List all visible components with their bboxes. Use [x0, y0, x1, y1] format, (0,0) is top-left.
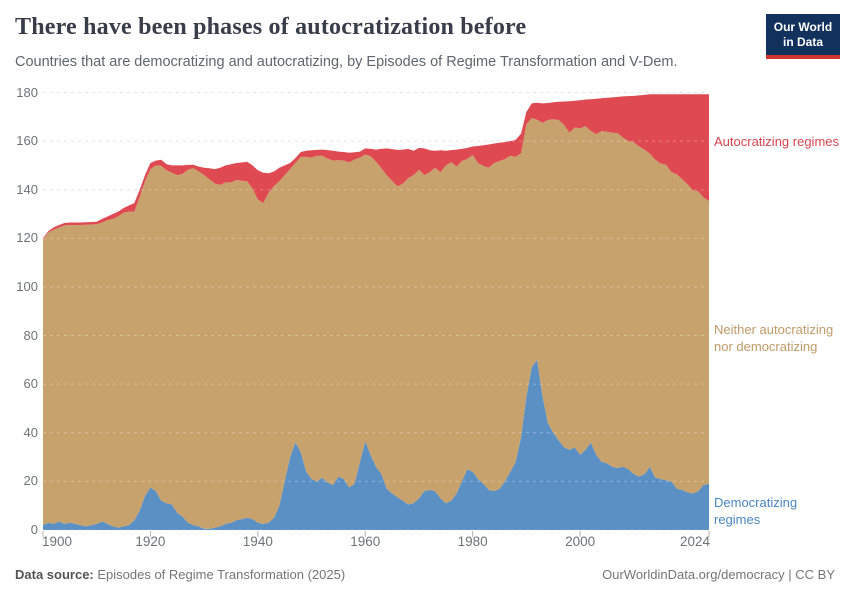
owid-logo-line2: in Data [782, 35, 823, 49]
owid-logo-line1: Our World [773, 20, 833, 34]
owid-logo[interactable]: Our World in Data [766, 14, 840, 59]
y-axis-label: 0 [30, 522, 38, 537]
area-autocratizing[interactable] [43, 94, 709, 240]
y-axis-label: 60 [23, 376, 38, 392]
credit-link[interactable]: OurWorldinData.org/democracy | CC BY [602, 567, 835, 582]
area-neither[interactable] [43, 118, 709, 529]
x-axis-label: 1900 [42, 534, 73, 549]
area-democratizing[interactable] [43, 359, 709, 530]
legend-autocratizing[interactable]: Autocratizing regimes [714, 134, 839, 149]
x-axis-label: 1980 [457, 534, 488, 549]
page-title: There have been phases of autocratizatio… [15, 14, 527, 40]
chart-subtitle: Countries that are democratizing and aut… [15, 54, 678, 70]
x-axis-label: 1960 [350, 534, 381, 549]
y-axis-label: 140 [16, 181, 38, 197]
legend-neither[interactable]: Neither autocratizing nor democratizing [714, 322, 834, 354]
x-axis-label: 1940 [242, 534, 273, 549]
x-axis-label: 2000 [565, 534, 596, 549]
y-axis-label: 100 [16, 278, 38, 294]
legend-democratizing[interactable]: Democratizing regimes [714, 495, 798, 527]
data-source-text: Episodes of Regime Transformation (2025) [93, 567, 346, 582]
x-axis-label: 2024 [679, 534, 710, 549]
y-axis-label: 180 [16, 84, 38, 100]
y-axis-label: 40 [23, 424, 38, 440]
y-axis-label: 160 [16, 133, 38, 149]
x-axis-label: 1920 [135, 534, 166, 549]
data-source-label: Data source: [15, 567, 94, 582]
data-source-note: Data source: Episodes of Regime Transfor… [15, 567, 345, 582]
y-axis-label: 20 [23, 473, 38, 489]
y-axis-label: 120 [16, 230, 38, 246]
y-axis-label: 80 [23, 327, 38, 343]
